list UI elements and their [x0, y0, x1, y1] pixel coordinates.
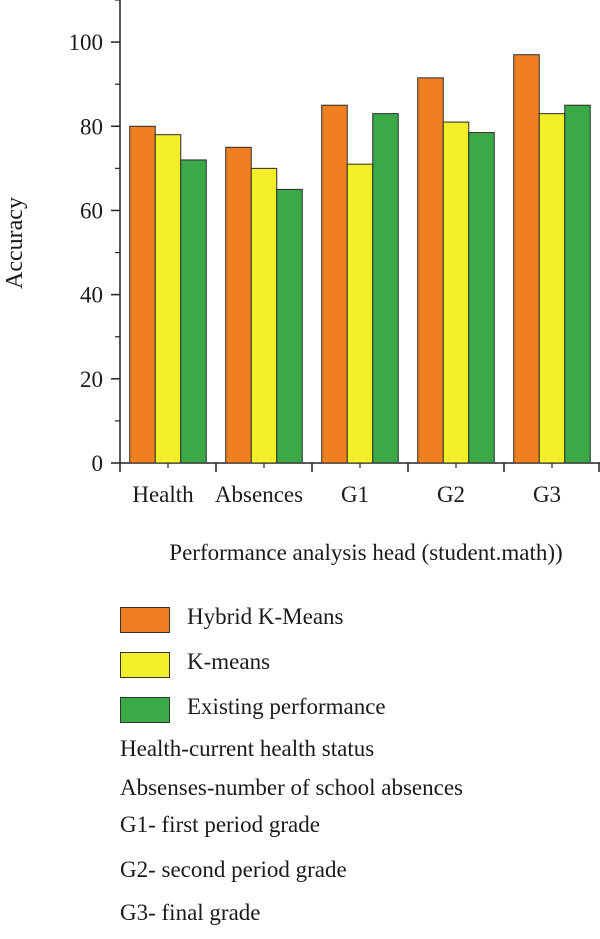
bar-hybrid-k-means-g2: [417, 77, 444, 464]
y-tick-label: 100: [69, 30, 104, 55]
bar-existing-performance-g3: [564, 104, 591, 464]
legend-swatch-k-means: [120, 652, 170, 678]
bar-existing-performance-g1: [372, 113, 399, 464]
x-tick-label: G3: [533, 482, 561, 507]
bar-existing-performance-absences: [276, 188, 303, 464]
legend-label: K-means: [187, 649, 271, 674]
y-tick-label: 80: [80, 114, 103, 139]
bar-k-means-g2: [442, 121, 470, 464]
x-tick-label: G2: [437, 482, 465, 507]
y-tick-label: 20: [80, 367, 103, 392]
abbreviation-notes: Health-current health status Absenses-nu…: [120, 736, 590, 939]
legend-item-existing-performance: Existing performance: [120, 690, 590, 735]
legend-swatch-hybrid-k-means: [120, 607, 170, 633]
legend-swatch-existing-performance: [120, 697, 170, 723]
bar-k-means-g1: [346, 163, 374, 464]
note-absences: Absenses-number of school absences: [120, 775, 463, 800]
chart-legend: Hybrid K-Means K-means Existing performa…: [120, 600, 590, 735]
y-tick-labels: 0 20 40 60 80 100: [69, 30, 104, 476]
x-axis-label: Performance analysis head (student.math)…: [169, 540, 562, 565]
y-axis-label: Accuracy: [2, 197, 28, 289]
bar-k-means-health: [154, 134, 182, 464]
bar-existing-performance-g2: [468, 132, 495, 464]
x-tick-label: Absences: [215, 482, 303, 507]
bar-k-means-absences: [250, 167, 278, 464]
bar-hybrid-k-means-g3: [513, 54, 540, 464]
legend-item-hybrid-k-means: Hybrid K-Means: [120, 600, 590, 645]
bar-k-means-g3: [538, 113, 566, 464]
legend-label: Hybrid K-Means: [187, 604, 344, 629]
y-tick-label: 0: [92, 451, 104, 476]
bar-hybrid-k-means-absences: [225, 146, 252, 464]
x-tick-label: Health: [132, 482, 194, 507]
x-tick-label: G1: [341, 482, 369, 507]
y-tick-label: 60: [80, 198, 103, 223]
bar-chart: 0 20 40 60 80 100 Health Absences G1 G2 G3 Accura…: [2, 0, 600, 565]
chart-bars: [129, 54, 591, 464]
note-g2: G2- second period grade: [120, 857, 347, 882]
bar-hybrid-k-means-health: [129, 125, 156, 464]
x-tick-labels: Health Absences G1 G2 G3: [132, 482, 561, 507]
bar-existing-performance-health: [180, 159, 207, 464]
y-tick-label: 40: [80, 283, 103, 308]
note-g3: G3- final grade: [120, 900, 261, 925]
legend-item-k-means: K-means: [120, 645, 590, 690]
note-g1: G1- first period grade: [120, 812, 320, 837]
bar-hybrid-k-means-g1: [321, 104, 348, 464]
legend-label: Existing performance: [187, 694, 386, 719]
note-health: Health-current health status: [120, 736, 375, 761]
